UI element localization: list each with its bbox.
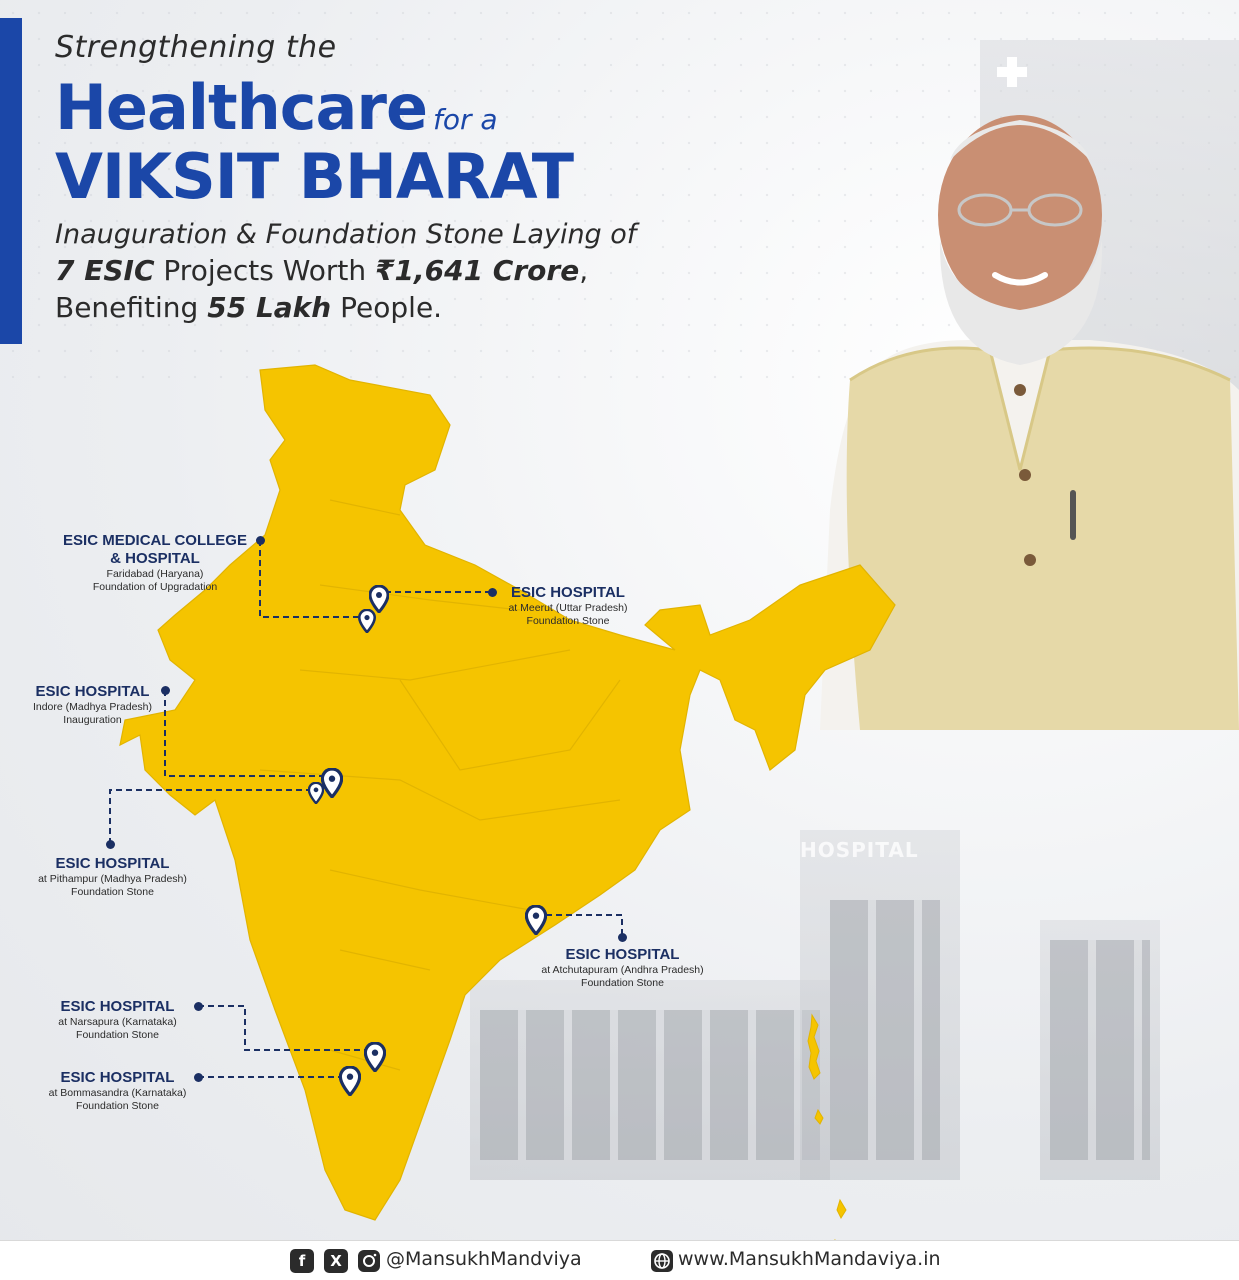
background-windows — [1050, 940, 1150, 1160]
x-icon[interactable]: X — [324, 1249, 348, 1273]
map-pin-icon — [364, 1042, 386, 1072]
label-status: Foundation Stone — [581, 977, 664, 989]
headline-projects: 7 ESIC Projects Worth ₹1,641 Crore, — [55, 254, 695, 287]
label-title: & HOSPITAL — [110, 550, 200, 567]
connector-dot — [256, 536, 265, 545]
label-location: at Meerut (Uttar Pradesh) — [508, 602, 628, 614]
connector-pithampur — [109, 789, 315, 844]
beneficiaries-pre: Benefiting — [55, 291, 208, 324]
map-pin-icon — [369, 585, 389, 613]
label-status: Foundation Stone — [526, 615, 610, 627]
label-narsapura: ESIC HOSPITAL at Narsapura (Karnataka) F… — [35, 998, 200, 1042]
map-mainland — [119, 364, 896, 1221]
label-title: ESIC HOSPITAL — [55, 855, 170, 872]
label-title: ESIC HOSPITAL — [35, 683, 150, 700]
instagram-icon[interactable] — [357, 1249, 381, 1273]
label-status: Inauguration — [63, 714, 122, 726]
projects-end: , — [579, 254, 589, 287]
label-location: at Narsapura (Karnataka) — [58, 1016, 177, 1028]
accent-bar — [0, 18, 22, 344]
map-state-borders — [259, 499, 621, 1071]
connector-dot — [161, 686, 170, 695]
map-islands — [807, 1013, 847, 1250]
connector-dot — [194, 1002, 203, 1011]
connector-indore — [164, 690, 332, 777]
label-atchutapuram: ESIC HOSPITAL at Atchutapuram (Andhra Pr… — [520, 946, 725, 990]
label-pithampur: ESIC HOSPITAL at Pithampur (Madhya Prade… — [15, 855, 210, 899]
connector-dot — [106, 840, 115, 849]
headline-beneficiaries: Benefiting 55 Lakh People. — [55, 291, 695, 324]
background-windows — [480, 1010, 820, 1160]
headline-main: Healthcare for a — [55, 71, 695, 144]
projects-mid: Projects Worth — [154, 254, 375, 287]
headline-healthcare: Healthcare — [55, 71, 428, 144]
label-bommasandra: ESIC HOSPITAL at Bommasandra (Karnataka)… — [30, 1069, 205, 1113]
headline-viksit-bharat: VIKSIT BHARAT — [55, 140, 574, 213]
india-map — [119, 364, 896, 1250]
headline-subtitle: Inauguration & Foundation Stone Laying o… — [55, 219, 637, 250]
label-indore: ESIC HOSPITAL Indore (Madhya Pradesh) In… — [10, 683, 175, 727]
map-pin-icon — [525, 905, 547, 935]
facebook-icon[interactable]: f — [290, 1249, 314, 1273]
beneficiaries-count: 55 Lakh — [207, 291, 332, 324]
label-connectors — [109, 540, 623, 1078]
label-status: Foundation Stone — [76, 1029, 159, 1041]
connector-dot — [618, 933, 627, 942]
label-status: Foundation of Upgradation — [92, 581, 218, 593]
social-handle[interactable]: @MansukhMandviya — [386, 1248, 582, 1270]
label-meerut: ESIC HOSPITAL at Meerut (Uttar Pradesh) … — [478, 584, 658, 628]
headline-for-a: for a — [433, 103, 498, 136]
projects-count: 7 ESIC — [55, 254, 155, 287]
projects-amount: ₹1,641 Crore — [375, 254, 580, 287]
footer: f X @MansukhMandviya www.MansukhMandaviy… — [0, 1240, 1239, 1280]
connector-narsapura — [198, 1005, 375, 1051]
beneficiaries-end: People. — [331, 291, 443, 324]
label-status: Foundation Stone — [71, 886, 154, 898]
map-pin-icon — [308, 782, 324, 804]
website-link[interactable]: www.MansukhMandaviya.in — [678, 1248, 941, 1270]
label-title: ESIC HOSPITAL — [511, 584, 625, 601]
connector-atchutapuram — [536, 914, 623, 938]
headline-intro: Strengthening the — [55, 30, 337, 65]
label-location: at Pithampur (Madhya Pradesh) — [38, 873, 187, 885]
label-faridabad: ESIC MEDICAL COLLEGE & HOSPITAL Faridaba… — [45, 532, 265, 594]
background-windows — [830, 900, 940, 1160]
label-location: Faridabad (Haryana) — [106, 568, 204, 580]
connector-dot — [488, 588, 497, 597]
map-pin-icon — [321, 768, 343, 798]
hospital-cross-icon — [997, 57, 1027, 87]
building-sign: HOSPITAL — [800, 838, 919, 862]
connector-dot — [194, 1073, 203, 1082]
globe-icon — [651, 1250, 673, 1272]
label-location: at Atchutapuram (Andhra Pradesh) — [541, 964, 704, 976]
label-title: ESIC HOSPITAL — [60, 998, 175, 1015]
label-title: ESIC HOSPITAL — [565, 946, 680, 963]
map-pin-icon — [339, 1066, 361, 1096]
label-location: at Bommasandra (Karnataka) — [48, 1087, 187, 1099]
headline: Strengthening the Healthcare for a VIKSIT… — [55, 30, 695, 324]
label-title: ESIC MEDICAL COLLEGE — [63, 532, 247, 549]
map-pin-icon — [358, 609, 376, 633]
label-status: Foundation Stone — [76, 1100, 159, 1112]
connector-faridabad — [259, 540, 366, 618]
leader-portrait — [820, 115, 1239, 730]
label-title: ESIC HOSPITAL — [60, 1069, 175, 1086]
label-location: Indore (Madhya Pradesh) — [32, 701, 153, 713]
